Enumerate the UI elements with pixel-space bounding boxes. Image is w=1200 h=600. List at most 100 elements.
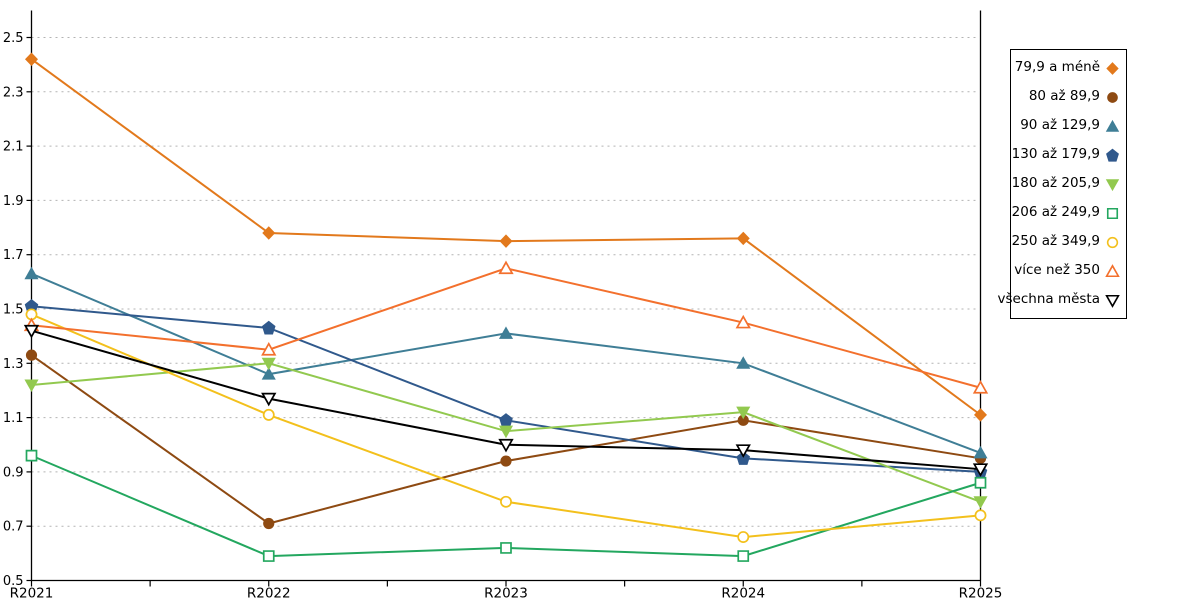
pentagon-marker	[1106, 148, 1119, 162]
y-tick-label: 2.3	[3, 85, 24, 100]
pentagon-marker	[736, 451, 751, 465]
square-marker	[500, 542, 512, 554]
series-4	[24, 357, 988, 509]
triangle-up-marker	[1105, 119, 1120, 132]
y-tick-label: 1.5	[3, 303, 24, 318]
series-0	[25, 52, 987, 422]
x-tick-label: R2024	[721, 586, 765, 600]
legend-triangle-down-icon	[1105, 178, 1120, 191]
y-tick-label: 1.1	[3, 411, 24, 426]
triangle-down-marker	[261, 392, 277, 407]
legend-item: 79,9 a méně	[1011, 54, 1126, 83]
triangle-down-marker	[735, 444, 751, 458]
circle-marker	[262, 408, 275, 421]
circle-marker	[25, 349, 38, 361]
chart-legend: 79,9 a méně 80 až 89,9 90 až 129,9 130 až 1…	[998, 49, 1127, 319]
y-tick-label: 0.5	[3, 574, 24, 589]
pentagon-marker	[261, 320, 276, 335]
triangle-up-marker	[261, 341, 277, 356]
legend-label: 130 až 179,9	[1011, 146, 1100, 163]
diamond-marker	[262, 226, 276, 240]
circle-marker	[263, 517, 275, 530]
legend-diamond-icon	[1106, 61, 1119, 75]
legend-item: více než 350	[1011, 257, 1126, 286]
triangle-up-marker	[24, 266, 39, 280]
triangle-down-marker	[498, 425, 514, 439]
diamond-marker	[25, 52, 38, 66]
legend-item: 80 až 89,9	[1011, 83, 1126, 112]
triangle-up-marker	[736, 356, 751, 369]
x-tick-label: R2022	[247, 586, 291, 600]
y-tick-label: 1.7	[3, 248, 24, 263]
x-tick-label: R2025	[959, 586, 1003, 600]
series-8	[23, 324, 989, 477]
square-marker	[737, 550, 750, 562]
legend-item: všechna města	[998, 286, 1126, 315]
diamond-marker	[974, 408, 987, 422]
circle-marker	[1106, 236, 1119, 248]
series-5	[25, 449, 987, 562]
triangle-up-marker	[1105, 263, 1120, 277]
y-tick-label: 0.9	[3, 465, 24, 480]
legend-label: 180 až 205,9	[1011, 175, 1100, 192]
legend-label: všechna města	[997, 291, 1100, 308]
legend-label: 206 až 249,9	[1011, 204, 1100, 221]
legend-item: 206 až 249,9	[1011, 199, 1126, 228]
triangle-down-marker	[972, 463, 989, 477]
square-marker	[25, 449, 38, 462]
triangle-up-marker	[498, 326, 514, 339]
y-tick-label: 0.7	[3, 520, 24, 535]
triangle-up-marker	[972, 380, 989, 394]
square-marker	[262, 550, 275, 562]
series-6	[25, 308, 987, 544]
triangle-up-marker	[498, 260, 514, 275]
legend-item: 250 až 349,9	[1011, 228, 1126, 257]
legend-triangle-up-icon	[1105, 119, 1120, 132]
legend-label: 90 až 129,9	[1020, 117, 1100, 134]
legend-item: 90 až 129,9	[1011, 112, 1126, 141]
legend-label: 250 až 349,9	[1011, 233, 1100, 250]
triangle-down-marker	[498, 438, 514, 453]
series-7	[23, 260, 989, 394]
triangle-up-marker	[261, 367, 276, 380]
gridlines	[31, 37, 976, 527]
square-marker	[974, 476, 987, 489]
y-tick-label: 1.9	[3, 194, 24, 209]
triangle-up-marker	[735, 314, 751, 329]
axes: 0.5 0.7 0.9 1.1 1.3 1.5 1.7 1.9 2.1 2.3 2.5 R2021 R2…	[3, 10, 1003, 600]
legend-square-icon	[1106, 207, 1119, 219]
y-tick-label: 2.1	[3, 140, 24, 155]
triangle-down-marker	[736, 406, 751, 420]
triangle-down-marker	[261, 357, 276, 371]
legend-circle-icon	[1107, 91, 1118, 103]
square-marker	[1106, 207, 1119, 219]
legend-item: 130 až 179,9	[1011, 141, 1126, 170]
triangle-down-marker	[1105, 294, 1120, 308]
legend-circle-icon	[1106, 236, 1119, 248]
triangle-down-marker	[1105, 178, 1120, 191]
legend-label: 80 až 89,9	[1028, 88, 1100, 105]
pentagon-marker	[499, 413, 513, 427]
diamond-marker	[1106, 61, 1119, 75]
circle-marker	[1107, 91, 1118, 103]
x-tick-label: R2023	[484, 586, 528, 600]
triangle-down-marker	[973, 496, 988, 509]
diamond-marker	[499, 234, 513, 248]
circle-marker	[737, 531, 750, 544]
triangle-down-marker	[23, 324, 40, 339]
legend-label: 79,9 a méně	[1014, 59, 1100, 76]
diamond-marker	[736, 231, 750, 246]
y-tick-label: 2.5	[3, 31, 24, 46]
circle-marker	[500, 455, 512, 467]
x-tick-label: R2021	[10, 586, 54, 600]
legend-pentagon-icon	[1106, 148, 1119, 162]
legend-item: 180 až 205,9	[1011, 170, 1126, 199]
triangle-up-marker	[973, 445, 988, 459]
triangle-down-marker	[24, 379, 39, 393]
y-tick-label: 1.3	[3, 357, 24, 372]
circle-marker	[974, 509, 987, 522]
legend-triangle-up-icon	[1105, 263, 1120, 277]
circle-marker	[500, 495, 512, 508]
